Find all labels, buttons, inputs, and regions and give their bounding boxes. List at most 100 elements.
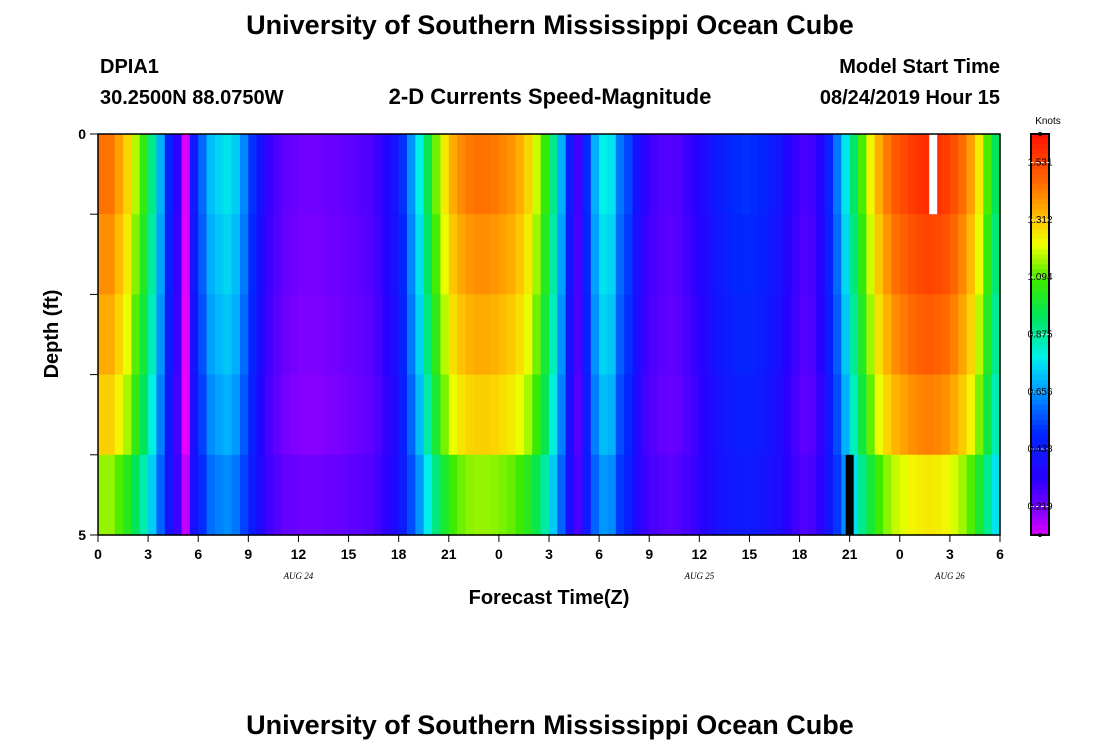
colorbar-swatch xyxy=(1031,449,1049,456)
heatmap-cell xyxy=(741,214,751,295)
heatmap-cell xyxy=(908,214,918,295)
heatmap-cell xyxy=(523,134,533,215)
heatmap-cell xyxy=(874,214,884,295)
heatmap-cell xyxy=(983,374,993,456)
heatmap-cell xyxy=(407,454,416,536)
heatmap-cell xyxy=(423,214,433,295)
heatmap-cell xyxy=(574,214,584,295)
heatmap-cell xyxy=(239,294,249,376)
heatmap-cell xyxy=(565,134,575,215)
x-tick-label: 6 xyxy=(595,546,603,562)
heatmap-cell xyxy=(198,214,208,295)
heatmap-cell xyxy=(933,214,943,295)
heatmap-cell xyxy=(306,454,316,536)
colorbar-swatch xyxy=(1031,154,1049,160)
heatmap-cell xyxy=(849,214,859,295)
heatmap-cell xyxy=(490,214,500,295)
heatmap-cell xyxy=(273,454,283,536)
heatmap-cell xyxy=(640,374,650,456)
heatmap-cell xyxy=(607,214,617,295)
heatmap-cell xyxy=(974,214,984,295)
heatmap-cell xyxy=(665,134,675,215)
heatmap-cell xyxy=(390,214,400,295)
heatmap-cell xyxy=(632,134,642,215)
heatmap-cell xyxy=(991,454,1001,536)
heatmap-cell xyxy=(782,134,792,215)
heatmap-cell xyxy=(473,374,483,456)
heatmap-cell xyxy=(749,454,759,536)
heatmap-cell xyxy=(774,374,784,456)
heatmap-cell xyxy=(816,134,826,215)
heatmap-cell xyxy=(398,294,408,376)
heatmap-cell xyxy=(148,134,158,215)
x-tick-label: 21 xyxy=(441,546,457,562)
heatmap-cell xyxy=(415,134,425,215)
heatmap-cell xyxy=(164,294,174,376)
heatmap-cell xyxy=(632,374,642,456)
colorbar: 0.219 0.438 0.656 0.875 1.094 1.312 1.531 xyxy=(1027,132,1053,537)
heatmap-cell xyxy=(532,374,542,456)
heatmap-cell xyxy=(173,454,183,536)
heatmap-cell xyxy=(490,134,500,215)
heatmap-cell xyxy=(290,294,300,376)
heatmap-cell xyxy=(281,374,291,456)
heatmap-cell xyxy=(223,214,233,295)
colorbar-swatch xyxy=(1031,309,1049,316)
heatmap-cell xyxy=(807,294,817,376)
heatmap-cell xyxy=(716,454,725,536)
heatmap-cell xyxy=(732,454,742,536)
heatmap-cell xyxy=(532,134,542,215)
heatmap-cell xyxy=(958,134,968,215)
heatmap-cell xyxy=(457,374,467,456)
heatmap-cell xyxy=(323,374,333,456)
heatmap-cell xyxy=(123,374,133,456)
heatmap-cell xyxy=(532,214,542,295)
heatmap-cell xyxy=(123,454,133,536)
heatmap-cell xyxy=(507,374,517,456)
heatmap-cell xyxy=(707,374,717,456)
heatmap-cell xyxy=(891,454,901,536)
heatmap-cell xyxy=(699,294,709,376)
heatmap-cell xyxy=(690,134,700,215)
heatmap-cell xyxy=(457,134,467,215)
colorbar-swatch xyxy=(1031,394,1049,401)
heatmap-cell xyxy=(482,214,492,295)
heatmap-cell xyxy=(816,294,826,376)
heatmap-cell xyxy=(908,134,918,215)
heatmap-cell xyxy=(974,294,984,376)
heatmap-cell xyxy=(858,374,867,456)
heatmap-cell xyxy=(214,134,224,215)
heatmap-cell xyxy=(373,134,383,215)
heatmap-cell xyxy=(732,134,742,215)
heatmap-cell xyxy=(440,374,450,456)
heatmap-cell xyxy=(131,454,141,536)
colorbar-swatch xyxy=(1031,469,1049,476)
heatmap-cell xyxy=(565,454,575,536)
heatmap-cell xyxy=(899,294,909,376)
colorbar-swatch xyxy=(1031,494,1049,501)
heatmap-cell xyxy=(699,134,709,215)
heatmap-cell xyxy=(766,134,776,215)
heatmap-cell xyxy=(348,454,358,536)
heatmap-cell xyxy=(599,134,609,215)
heatmap-cell xyxy=(189,134,199,215)
heatmap-cell xyxy=(432,214,442,295)
colorbar-swatch xyxy=(1031,524,1049,531)
heatmap-cell xyxy=(707,294,717,376)
heatmap-cell xyxy=(106,294,116,376)
heatmap-cell xyxy=(582,374,592,456)
heatmap-cell xyxy=(574,294,584,376)
heatmap-cell xyxy=(423,134,433,215)
heatmap-cell xyxy=(181,214,191,295)
colorbar-swatch xyxy=(1031,434,1049,441)
heatmap-cell xyxy=(807,374,817,456)
colorbar-swatch xyxy=(1031,439,1049,446)
heatmap-cell xyxy=(298,454,308,536)
heatmap-cell xyxy=(356,134,366,215)
heatmap-cell xyxy=(899,134,909,215)
colorbar-tick-label: 0.656 xyxy=(1027,387,1052,398)
heatmap-cell xyxy=(465,374,475,456)
heatmap-cell xyxy=(590,134,600,215)
heatmap-cell xyxy=(590,294,600,376)
